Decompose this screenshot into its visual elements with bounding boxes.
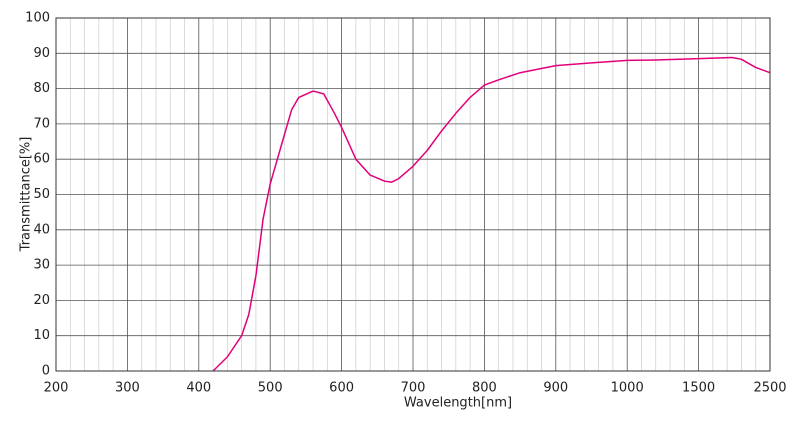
y-tick-label: 80	[33, 81, 50, 96]
y-tick-label: 50	[33, 187, 50, 202]
y-tick-label: 90	[33, 46, 50, 61]
x-tick-label: 2500	[753, 381, 786, 396]
y-tick-label: 40	[33, 222, 50, 237]
x-tick-label: 300	[115, 381, 140, 396]
x-tick-label: 700	[401, 381, 426, 396]
data-line	[212, 56, 771, 372]
y-axis-label: Transmittance[%]	[19, 137, 34, 253]
x-axis-label: Wavelength[nm]	[404, 396, 512, 411]
x-tick-label: 900	[543, 381, 568, 396]
y-tick-label: 100	[25, 11, 50, 26]
y-tick-label: 10	[33, 328, 50, 343]
plot-frame	[55, 17, 771, 372]
x-tick-label: 400	[186, 381, 211, 396]
y-tick-label: 60	[33, 152, 50, 167]
x-tick-label: 1000	[611, 381, 644, 396]
y-tick-label: 70	[33, 116, 50, 131]
y-tick-label: 0	[42, 364, 50, 379]
y-tick-label: 20	[33, 293, 50, 308]
x-tick-label: 1500	[682, 381, 715, 396]
x-tick-label: 200	[44, 381, 69, 396]
x-tick-label: 600	[329, 381, 354, 396]
x-tick-label: 800	[472, 381, 497, 396]
x-tick-label: 500	[258, 381, 283, 396]
y-tick-label: 30	[33, 258, 50, 273]
